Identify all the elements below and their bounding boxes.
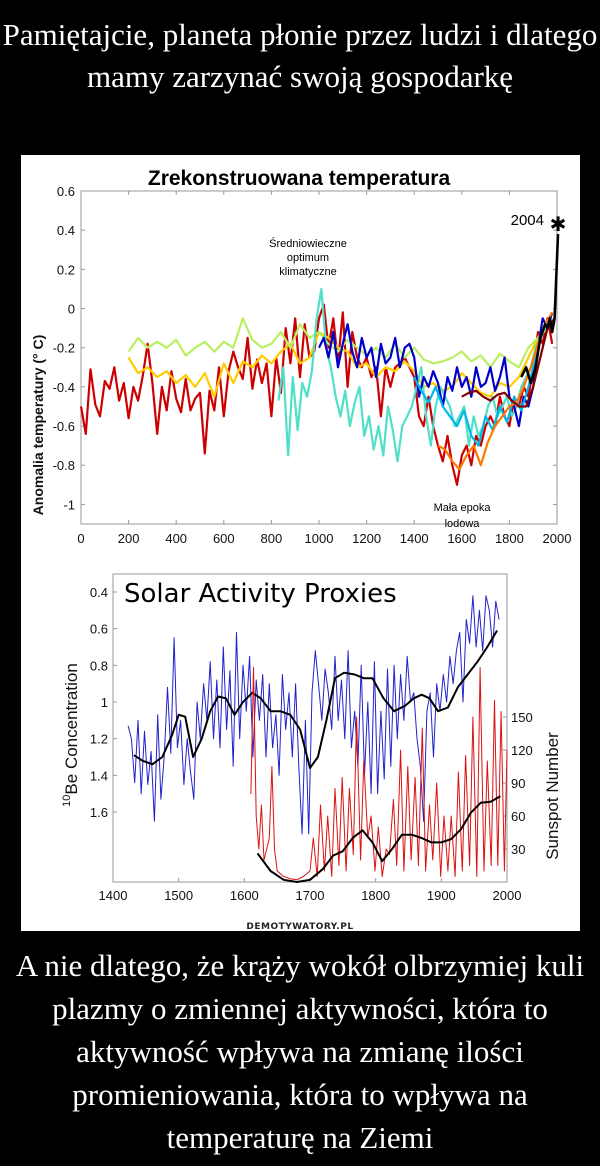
series-line-10Be-raw (127, 595, 500, 835)
x-tick-label: 400 (165, 531, 187, 546)
y-tick-label: -0.4 (53, 380, 75, 395)
y-tick-label: 0.4 (57, 223, 75, 238)
y-tick-label: 0 (68, 302, 75, 317)
x-tick-label: 1800 (361, 888, 390, 903)
series-line-reconstruction-turquoise (277, 287, 551, 463)
y-tick-label: -0.8 (53, 458, 75, 473)
annotation-little-ice-age: Mała epoka lodowa (434, 502, 492, 530)
x-tick-label: 1900 (427, 888, 456, 903)
x-tick-label: 1400 (400, 531, 429, 546)
y-tick-label-left: 0.4 (90, 585, 108, 600)
y-tick-label: -0.6 (53, 419, 75, 434)
solar-axis-ticks: 1400 1500 1600 1700 1800 1900 2000 0.4 0.6 0.8 1 1.… (90, 585, 533, 903)
series-line-sunspot-smoothed (256, 795, 501, 883)
series-line-reconstruction-orange (437, 311, 554, 471)
y-tick-label-right: 60 (511, 809, 525, 824)
series-line-reconstruction-lightgreen (127, 317, 549, 369)
temperature-axis-ticks: 0 200 400 600 800 1000 1200 1400 1600 1800 2000 0.6… (53, 184, 572, 546)
y-tick-label-left: 1.4 (90, 768, 108, 783)
x-tick-label: 1500 (164, 888, 193, 903)
solar-series-group (127, 595, 508, 883)
y-tick-label-left: 1 (101, 695, 108, 710)
x-tick-label: 200 (118, 531, 140, 546)
series-line-reconstruction-darkred (461, 317, 556, 408)
y-tick-label: 0.2 (57, 262, 75, 277)
y-tick-label-right: 150 (511, 710, 533, 725)
temperature-chart: Zrekonstruowana temperatura Anomalia tem… (30, 167, 571, 546)
annotation-little-ice-age-text: Mała epoka lodowa (434, 502, 492, 530)
be10-superscript: 10 (61, 795, 73, 807)
chart-panel: Zrekonstruowana temperatura Anomalia tem… (21, 155, 580, 931)
annotation-line: klimatyczne (279, 266, 336, 278)
y-tick-label-right: 120 (511, 743, 533, 758)
x-tick-label: 1600 (230, 888, 259, 903)
y-tick-label-left: 1.6 (90, 805, 108, 820)
annotation-line: lodowa (445, 518, 481, 530)
annotation-medieval-optimum: Średniowieczne optimum klimatyczne (269, 237, 347, 278)
y-tick-label-right: 90 (511, 776, 525, 791)
watermark-text: DEMOTYWATORY.PL (246, 922, 354, 932)
x-tick-label: 0 (77, 531, 84, 546)
x-tick-label: 1600 (447, 531, 476, 546)
y-tick-label-left: 0.6 (90, 622, 108, 637)
x-tick-label: 1400 (99, 888, 128, 903)
annotation-medieval-text: Średniowieczne optimum klimatyczne (269, 237, 347, 278)
asterisk-marker-icon: ✱ (550, 212, 567, 236)
y-tick-label-left: 0.8 (90, 658, 108, 673)
charts-canvas: Zrekonstruowana temperatura Anomalia tem… (30, 167, 571, 903)
series-line-reconstruction-cyan (413, 317, 551, 447)
x-tick-label: 2000 (543, 531, 572, 546)
series-line-reconstruction-red (79, 303, 554, 486)
bottom-caption: A nie dlatego, że krąży wokół olbrzymiej… (15, 948, 585, 1155)
x-tick-label: 1000 (305, 531, 334, 546)
x-tick-label: 1200 (352, 531, 381, 546)
be10-label-text: Be Concentration (62, 663, 81, 794)
y-tick-label: -0.2 (53, 341, 75, 356)
y-tick-label-right: 30 (511, 842, 525, 857)
annotation-line: optimum (287, 252, 329, 264)
x-tick-label: 1700 (296, 888, 325, 903)
series-line-10Be-smoothed (133, 629, 498, 769)
watermark-tab: DEMOTYWATORY.PL (200, 922, 400, 936)
top-caption: Pamiętajcie, planeta płonie przez ludzi … (2, 17, 598, 94)
y-tick-label: 0.6 (57, 184, 75, 199)
solar-activity-chart: Solar Activity Proxies 10Be Concentratio… (61, 573, 562, 903)
annotation-line: Średniowieczne (269, 237, 347, 250)
y-tick-label-left: 1.2 (90, 732, 108, 747)
y-tick-label: -1 (63, 497, 75, 512)
series-line-instrumental-black (520, 234, 560, 385)
x-tick-label: 1800 (495, 531, 524, 546)
annotation-line: Mała epoka (434, 502, 492, 514)
solar-plot-frame (112, 573, 508, 883)
solar-chart-title: Solar Activity Proxies (124, 579, 397, 609)
annotation-2004: 2004 (511, 212, 544, 229)
x-tick-label: 800 (261, 531, 283, 546)
temperature-chart-title: Zrekonstruowana temperatura (148, 167, 451, 190)
x-tick-label: 600 (213, 531, 235, 546)
temperature-y-axis-label: Anomalia temperatury (° C) (30, 335, 46, 516)
series-line-sunspot-number (250, 667, 508, 881)
x-tick-label: 2000 (493, 888, 522, 903)
temperature-series-group (79, 234, 560, 486)
be10-y-axis-label: 10Be Concentration (61, 663, 81, 807)
sunspot-y-axis-label: Sunspot Number (543, 732, 562, 860)
series-line-reconstruction-yellow (127, 327, 549, 398)
